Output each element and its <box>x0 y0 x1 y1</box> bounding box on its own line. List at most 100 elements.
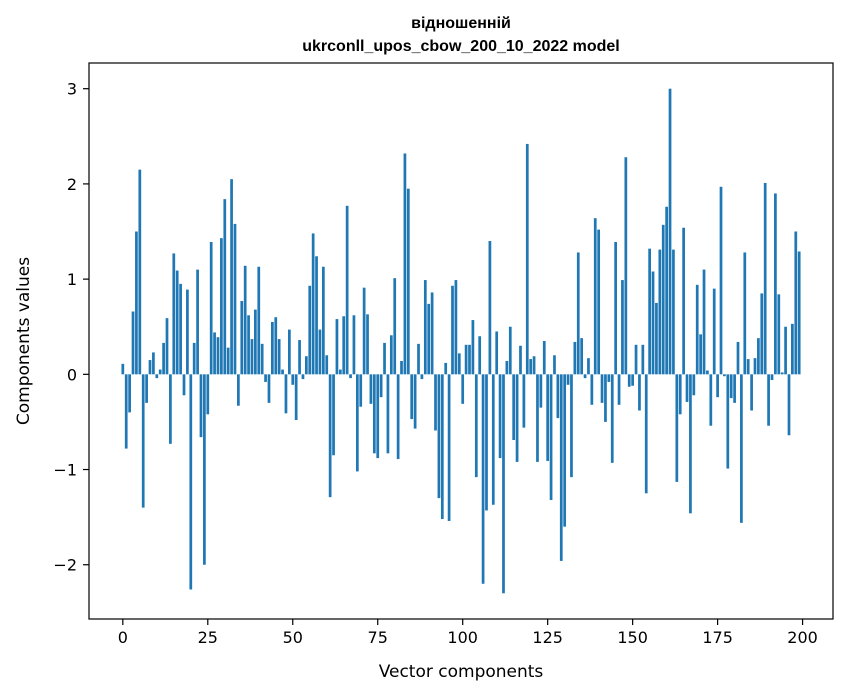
bar <box>230 179 233 375</box>
bar <box>614 241 618 375</box>
x-tick-label: 25 <box>198 628 218 647</box>
bar <box>498 374 502 459</box>
bar <box>417 343 420 375</box>
bar <box>447 374 451 521</box>
bar <box>121 363 125 375</box>
bar <box>784 326 787 375</box>
bar <box>288 329 291 375</box>
bar <box>556 374 560 419</box>
bar <box>651 271 655 375</box>
chart-title-line2: ukrconll_upos_cbow_200_10_2022 model <box>302 38 619 55</box>
bar <box>491 374 495 505</box>
bar <box>644 374 648 494</box>
bar <box>532 356 536 375</box>
y-axis-ticks: −2 −1 0 1 2 3 <box>53 80 89 575</box>
bar <box>237 374 240 406</box>
bar <box>128 374 131 413</box>
bar <box>192 342 196 375</box>
bar <box>638 374 641 411</box>
bar <box>372 374 376 454</box>
bar <box>158 369 162 375</box>
bar <box>515 374 519 462</box>
bar <box>179 283 182 375</box>
bar <box>220 238 223 375</box>
bar <box>774 193 777 375</box>
bar <box>468 344 471 375</box>
bars-group <box>121 88 801 594</box>
y-tick-label: 1 <box>67 270 77 289</box>
bar <box>403 153 407 375</box>
bar <box>590 374 594 405</box>
bar <box>233 223 237 375</box>
bar <box>138 169 142 375</box>
bar <box>583 374 587 379</box>
bar <box>719 186 723 375</box>
bar <box>254 309 257 375</box>
bar <box>423 280 427 375</box>
bar <box>678 374 682 415</box>
bar <box>240 301 244 375</box>
bar <box>576 252 580 375</box>
bar <box>753 358 757 375</box>
bar <box>250 339 254 375</box>
bar <box>332 374 335 456</box>
bar <box>257 266 261 375</box>
bar <box>668 88 672 375</box>
bar <box>328 374 332 498</box>
bar <box>291 374 295 385</box>
bar <box>740 374 743 523</box>
bar <box>757 338 760 375</box>
bar <box>406 188 410 375</box>
bar <box>593 218 597 375</box>
bar <box>542 341 546 375</box>
bar <box>369 374 373 404</box>
bar <box>386 374 390 454</box>
bar <box>226 347 230 375</box>
bar <box>797 251 801 375</box>
bar <box>338 369 342 375</box>
bar <box>135 231 138 375</box>
bar <box>600 374 604 403</box>
bar <box>672 249 675 375</box>
bar <box>311 233 315 375</box>
bar <box>767 374 770 426</box>
bar <box>685 374 689 402</box>
bar <box>478 336 482 375</box>
bar <box>763 182 767 375</box>
bar <box>189 374 193 590</box>
bar <box>706 370 709 375</box>
bar <box>634 344 638 375</box>
plot-frame <box>88 62 834 620</box>
bar <box>345 205 349 375</box>
bar <box>665 206 668 375</box>
bar <box>342 316 346 375</box>
bar <box>355 374 359 472</box>
bar <box>760 293 764 375</box>
x-tick-label: 150 <box>617 628 648 647</box>
bar <box>349 374 352 379</box>
bar <box>627 374 631 387</box>
bar <box>396 374 400 460</box>
bar <box>770 374 774 381</box>
x-tick-label: 0 <box>118 628 128 647</box>
bar <box>264 374 267 382</box>
bar <box>464 344 468 375</box>
bar <box>277 339 281 375</box>
bar <box>610 374 614 463</box>
bar <box>692 374 696 396</box>
bar <box>243 265 247 375</box>
bar <box>321 266 325 375</box>
bar <box>260 343 264 375</box>
bar <box>502 374 505 594</box>
bar <box>471 320 475 375</box>
bar <box>597 229 601 375</box>
bar <box>712 288 716 375</box>
bar <box>716 374 719 398</box>
x-tick-label: 100 <box>447 628 478 647</box>
bar <box>284 374 288 414</box>
bar <box>430 292 434 375</box>
x-axis-label: Vector components <box>379 662 544 682</box>
bar <box>621 280 624 375</box>
bar <box>182 374 186 396</box>
bar <box>216 337 220 375</box>
